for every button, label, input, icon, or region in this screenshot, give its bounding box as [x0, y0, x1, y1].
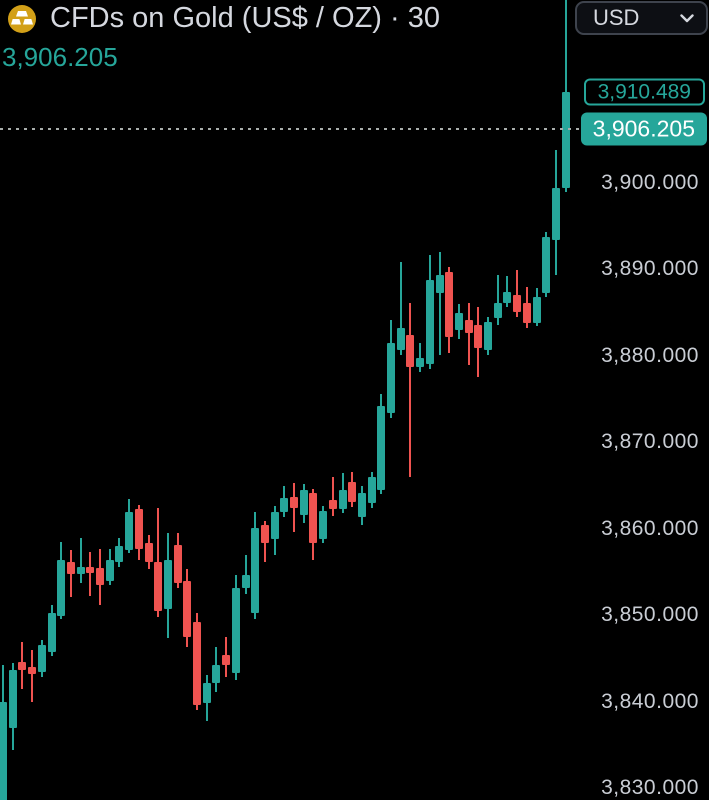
last-price-value: 3,906.205 — [592, 115, 695, 142]
last-price-label: 3,906.205 — [580, 112, 707, 146]
candle-body — [241, 575, 250, 589]
candle-body — [464, 320, 473, 334]
candle-body — [454, 312, 463, 330]
candle-body — [270, 512, 279, 540]
candle-body — [474, 324, 483, 349]
price-axis-tick: 3,870.000 — [601, 430, 699, 454]
candle-body — [522, 303, 531, 323]
candle-wick — [89, 552, 92, 597]
candle-body — [0, 701, 7, 800]
candle-wick — [244, 554, 247, 594]
candle-body — [173, 545, 182, 584]
candle-body — [377, 405, 386, 490]
candle-body — [96, 568, 104, 585]
candle-body — [125, 512, 134, 551]
candle-body — [416, 357, 425, 368]
candle-wick — [438, 252, 441, 355]
candle-body — [338, 489, 347, 509]
candle-wick — [79, 538, 82, 584]
price-axis-tick: 3,860.000 — [601, 516, 699, 540]
candle-wick — [409, 303, 412, 477]
candle-wick — [331, 476, 334, 516]
prev-close-price-value: 3,910.489 — [597, 80, 691, 104]
price-axis-tick: 3,880.000 — [601, 343, 699, 367]
candle-body — [47, 613, 56, 653]
candle-body — [503, 291, 512, 304]
candle-body — [290, 496, 298, 508]
candle-body — [328, 500, 337, 509]
prev-close-price-label: 3,910.489 — [583, 78, 705, 106]
candle-body — [299, 489, 308, 515]
candle-body — [551, 188, 560, 241]
candle-wick — [506, 276, 509, 307]
candle-body — [193, 622, 201, 706]
candle-body — [406, 335, 415, 368]
candle-body — [115, 546, 124, 562]
candle-body — [231, 588, 240, 674]
candle-body — [280, 498, 289, 513]
candle-body — [445, 272, 454, 337]
candle-body — [86, 566, 95, 573]
candle-wick — [399, 261, 402, 355]
candle-body — [532, 297, 541, 323]
candle-body — [105, 559, 114, 582]
candle-body — [144, 542, 153, 563]
last-price-dotted-line — [0, 128, 709, 131]
candle-body — [76, 566, 85, 574]
currency-selector-label: USD — [593, 5, 640, 30]
candle-body — [163, 559, 172, 610]
candle-body — [18, 661, 27, 671]
candle-body — [484, 322, 492, 350]
symbol-title: CFDs on Gold (US$ / OZ) · 30 — [50, 2, 440, 34]
currency-selector-button[interactable]: USD — [575, 1, 708, 35]
price-axis-tick: 3,850.000 — [601, 603, 699, 627]
price-axis-tick: 3,900.000 — [601, 171, 699, 194]
symbol-header[interactable]: CFDs on Gold (US$ / OZ) · 30 3,906.205 — [2, 2, 440, 73]
candle-body — [396, 328, 405, 350]
candle-body — [28, 667, 37, 674]
candle-body — [260, 525, 269, 543]
candle-body — [57, 559, 66, 616]
symbol-row[interactable]: CFDs on Gold (US$ / OZ) · 30 — [8, 2, 440, 35]
candle-body — [387, 342, 395, 413]
candle-body — [251, 527, 260, 613]
gold-ingot-shape — [23, 18, 33, 25]
candle-wick — [467, 303, 470, 366]
candle-body — [309, 493, 318, 544]
candle-body — [319, 510, 328, 540]
candle-body — [134, 508, 143, 549]
chevron-down-icon — [680, 13, 694, 22]
candle-body — [212, 665, 221, 684]
candle-wick — [516, 270, 519, 317]
header-current-price: 3,906.205 — [2, 42, 118, 72]
candle-body — [493, 303, 502, 318]
candle-body — [425, 279, 434, 364]
candle-body — [202, 683, 211, 704]
candle-body — [37, 645, 46, 673]
candle-body — [348, 482, 357, 502]
candle-wick — [31, 649, 34, 703]
price-axis-tick: 3,840.000 — [601, 689, 699, 713]
candle-body — [183, 581, 192, 637]
candle-body — [8, 669, 17, 728]
candle-body — [435, 274, 444, 293]
candle-body — [367, 476, 376, 503]
candle-body — [66, 561, 75, 574]
price-axis-tick: 3,890.000 — [601, 257, 699, 281]
gold-ingots-icon — [8, 4, 36, 33]
price-axis-tick: 3,830.000 — [601, 776, 699, 799]
candle-body — [542, 236, 551, 293]
candle-body — [561, 92, 570, 189]
candle-body — [154, 562, 163, 611]
candle-wick — [157, 507, 160, 617]
candle-body — [513, 295, 522, 312]
candle-body — [222, 654, 231, 666]
gold-ingot-shape — [11, 18, 21, 25]
candle-wick — [496, 274, 499, 325]
gold-ingot-shape — [16, 10, 28, 17]
candle-body — [357, 493, 366, 517]
